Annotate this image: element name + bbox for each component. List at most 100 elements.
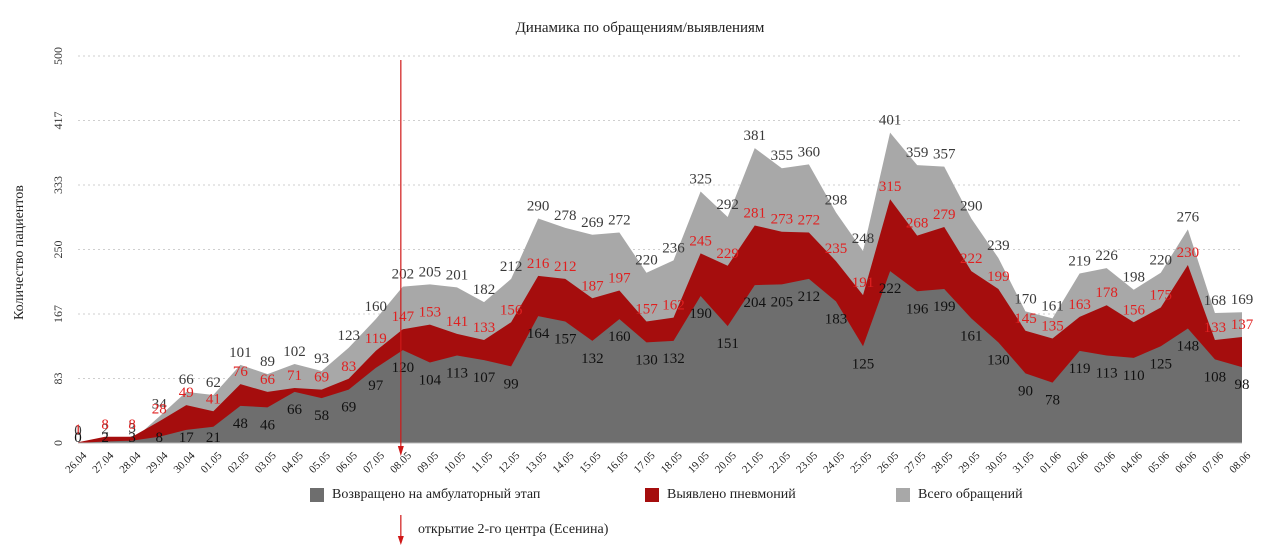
data-label-s1-33: 222 <box>960 251 983 267</box>
data-label-s0-22: 236 <box>662 240 685 256</box>
data-label-s0-32: 357 <box>933 147 956 163</box>
data-label-s2-31: 196 <box>906 301 929 317</box>
area-series-2 <box>78 271 1242 443</box>
legend-item-pneumonia: Выявлено пневмоний <box>645 487 796 503</box>
data-label-s0-34: 239 <box>987 238 1010 254</box>
data-label-s1-3: 28 <box>152 401 167 417</box>
legend-swatch-returned <box>310 488 324 502</box>
x-tick-label-34: 30.05 <box>984 449 1010 475</box>
data-label-s2-28: 183 <box>825 311 848 327</box>
legend-label-pneumonia: Выявлено пневмоний <box>667 487 796 502</box>
data-label-s0-42: 168 <box>1204 293 1227 309</box>
x-tick-label-30: 26.05 <box>875 449 901 475</box>
x-tick-label-25: 21.05 <box>740 449 766 475</box>
data-label-s2-29: 125 <box>852 356 875 372</box>
data-label-s2-0: 0 <box>74 430 82 446</box>
data-label-s1-12: 147 <box>392 309 415 325</box>
data-label-s1-28: 235 <box>825 241 848 257</box>
x-tick-label-16: 12.05 <box>496 449 522 475</box>
x-tick-label-8: 04.05 <box>280 449 306 475</box>
data-label-s2-42: 108 <box>1204 369 1227 385</box>
data-label-s2-15: 107 <box>473 370 496 386</box>
data-label-s0-14: 201 <box>446 267 469 283</box>
y-tick-label-5: 417 <box>51 112 65 130</box>
x-tick-label-3: 29.04 <box>144 449 170 475</box>
data-label-s0-0: 0 <box>74 423 82 439</box>
data-label-s0-37: 219 <box>1068 253 1091 269</box>
data-label-s1-23: 245 <box>689 233 712 249</box>
data-label-s1-22: 162 <box>662 298 685 314</box>
data-label-s1-0: 1 <box>74 422 82 438</box>
x-tick-label-9: 05.05 <box>307 449 333 475</box>
data-label-s0-39: 198 <box>1122 270 1145 286</box>
x-tick-label-5: 01.05 <box>199 449 225 475</box>
data-label-s1-6: 76 <box>233 364 249 380</box>
data-label-s0-43: 169 <box>1231 292 1254 308</box>
data-label-s2-12: 120 <box>392 360 415 376</box>
legend-item-returned: Возвращено на амбулаторный этап <box>310 487 540 503</box>
data-label-s2-27: 212 <box>798 289 821 305</box>
legend-swatch-pneumonia <box>645 488 659 502</box>
x-tick-label-28: 24.05 <box>821 449 847 475</box>
x-tick-label-23: 19.05 <box>686 449 712 475</box>
data-label-s0-40: 220 <box>1150 253 1173 269</box>
data-label-s0-23: 325 <box>689 171 712 187</box>
data-label-s0-11: 160 <box>365 299 388 315</box>
data-label-s2-23: 190 <box>689 306 712 322</box>
x-tick-label-37: 02.06 <box>1065 449 1091 475</box>
data-label-s1-11: 119 <box>365 331 387 347</box>
data-label-s1-26: 273 <box>771 212 794 228</box>
x-tick-label-6: 02.05 <box>226 449 252 475</box>
x-tick-label-39: 04.06 <box>1119 449 1145 475</box>
x-tick-label-1: 27.04 <box>90 449 116 475</box>
data-label-s2-18: 157 <box>554 331 577 347</box>
data-label-s0-41: 276 <box>1177 209 1200 225</box>
data-label-s0-16: 212 <box>500 259 523 275</box>
data-label-s0-2: 3 <box>128 421 136 437</box>
data-label-s2-36: 78 <box>1045 393 1060 409</box>
data-label-s1-30: 315 <box>879 179 902 195</box>
data-label-s0-21: 220 <box>635 253 658 269</box>
data-label-s1-4: 49 <box>179 385 194 401</box>
data-label-s2-1: 2 <box>101 430 109 446</box>
data-label-s0-19: 269 <box>581 215 604 231</box>
data-label-s2-43: 98 <box>1235 377 1250 393</box>
data-label-s1-42: 133 <box>1204 320 1227 336</box>
data-label-s0-7: 89 <box>260 354 275 370</box>
data-label-s0-30: 401 <box>879 113 902 129</box>
data-label-s2-11: 97 <box>368 378 384 394</box>
data-label-s2-39: 110 <box>1123 368 1145 384</box>
data-label-s2-41: 148 <box>1177 338 1200 354</box>
data-label-s2-5: 21 <box>206 430 221 446</box>
data-label-s0-25: 381 <box>743 128 766 144</box>
data-label-s1-38: 178 <box>1095 285 1118 301</box>
data-label-s1-35: 145 <box>1014 311 1037 327</box>
x-tick-label-11: 07.05 <box>361 449 387 475</box>
data-label-s2-16: 99 <box>504 376 519 392</box>
data-label-s0-17: 290 <box>527 199 550 215</box>
data-label-s1-32: 279 <box>933 207 956 223</box>
x-tick-label-7: 03.05 <box>253 449 279 475</box>
data-label-s1-16: 156 <box>500 302 523 318</box>
data-label-s1-7: 66 <box>260 372 276 388</box>
data-label-s1-40: 175 <box>1150 288 1173 304</box>
data-label-s0-38: 226 <box>1095 248 1118 264</box>
data-label-s2-34: 130 <box>987 352 1010 368</box>
data-label-s2-40: 125 <box>1150 356 1173 372</box>
data-label-s1-9: 69 <box>314 370 329 386</box>
data-label-s0-20: 272 <box>608 212 631 228</box>
data-label-s1-18: 212 <box>554 259 577 275</box>
data-label-s2-9: 58 <box>314 408 329 424</box>
x-tick-label-18: 14.05 <box>550 449 576 475</box>
data-label-s1-5: 41 <box>206 391 221 407</box>
chart-title: Динамика по обращениям/выявлениям <box>515 20 765 36</box>
data-label-s2-19: 132 <box>581 351 604 367</box>
x-tick-label-41: 06.06 <box>1173 449 1199 475</box>
data-label-s0-1: 2 <box>101 421 109 437</box>
data-label-s2-24: 151 <box>716 336 739 352</box>
x-tick-label-10: 06.05 <box>334 449 360 475</box>
data-label-s2-6: 48 <box>233 416 248 432</box>
y-tick-label-0: 0 <box>51 440 65 446</box>
x-tick-label-20: 16.05 <box>605 449 631 475</box>
